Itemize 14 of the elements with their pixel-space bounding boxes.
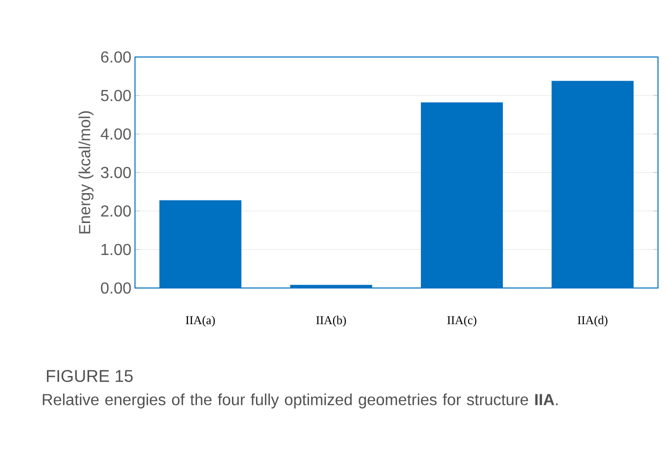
text: FIGURE 15: [46, 370, 133, 382]
y-axis-title: Energy (kcal/mol): [78, 111, 94, 234]
y-tick-label: 3.00: [100, 166, 131, 178]
x-tick-label: IIA(a): [186, 316, 215, 327]
y-tick-label: 0.00: [100, 282, 131, 294]
x-tick-label: IIA(b): [316, 316, 346, 327]
x-tick-label: IIA(d): [578, 316, 608, 327]
y-tick-label: 6.00: [101, 51, 131, 63]
text: Relative energies of the four fully optimized geometries for structure IIA.: [42, 394, 558, 408]
y-tick-label: 4.00: [100, 128, 131, 140]
y-tick-label: 1.00: [102, 244, 131, 256]
x-tick-label: IIA(c): [447, 316, 476, 327]
y-tick-label: 5.00: [100, 90, 131, 102]
y-tick-label: 2.00: [101, 205, 131, 217]
